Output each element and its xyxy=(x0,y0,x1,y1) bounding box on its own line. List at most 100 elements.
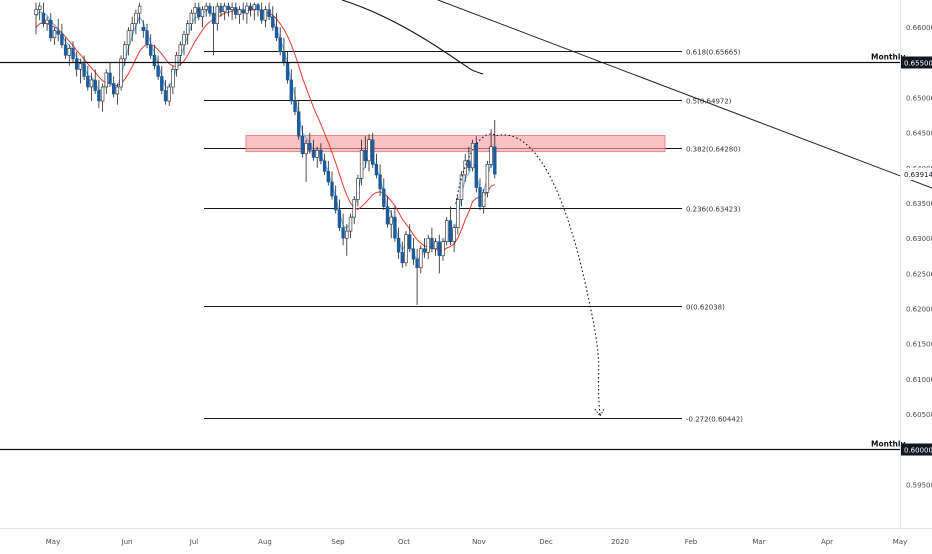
candle-body xyxy=(327,171,330,182)
candle-body xyxy=(275,27,278,38)
candle-body xyxy=(83,64,86,77)
candle xyxy=(471,140,474,172)
candle-body xyxy=(416,259,419,267)
candle-body xyxy=(371,140,374,165)
candle-body xyxy=(342,228,345,239)
last-price-label: 0.63914 xyxy=(904,171,932,179)
candle-body xyxy=(368,140,371,161)
candle-body xyxy=(242,10,245,14)
candle-body xyxy=(201,10,204,17)
candle-body xyxy=(334,196,337,210)
fib-level-label: -0.272(0.60442) xyxy=(686,416,743,424)
candle-body xyxy=(468,161,471,168)
candle-body xyxy=(493,147,496,174)
candle-body xyxy=(123,45,126,59)
candle-body xyxy=(460,175,463,200)
candle-body xyxy=(375,164,378,175)
candle-body xyxy=(382,189,385,207)
candle-body xyxy=(434,242,437,249)
candle-body xyxy=(279,38,282,52)
x-tick-label: Jul xyxy=(189,538,199,546)
candle-body xyxy=(112,83,115,94)
candle-body xyxy=(482,192,485,206)
candle-body xyxy=(49,20,52,38)
candle-body xyxy=(338,210,341,228)
candle-body xyxy=(405,235,408,263)
candle-body xyxy=(146,31,149,45)
x-tick-label: Nov xyxy=(472,538,486,546)
candle xyxy=(475,136,478,192)
candle-body xyxy=(157,66,160,77)
candle-body xyxy=(197,8,200,17)
candle-body xyxy=(475,143,478,187)
candle-body xyxy=(412,249,415,260)
candle-body xyxy=(234,8,237,15)
candle-body xyxy=(257,5,260,10)
x-tick-label: Feb xyxy=(685,538,698,546)
candle-body xyxy=(75,59,78,70)
x-tick-label: Dec xyxy=(539,538,553,546)
candle-body xyxy=(408,235,411,249)
candle-body xyxy=(149,45,152,56)
x-tick-label: Mar xyxy=(752,538,765,546)
x-tick-label: Apr xyxy=(821,538,833,546)
candle-body xyxy=(419,249,422,268)
candle-body xyxy=(142,27,145,31)
fib-level-label: 0(0.62038) xyxy=(686,304,725,312)
candle-body xyxy=(205,6,208,10)
candle-body xyxy=(260,10,263,21)
candle-body xyxy=(172,69,175,87)
candle-body xyxy=(223,6,226,12)
candle-body xyxy=(345,231,348,238)
candle-body xyxy=(364,150,367,161)
candle-body xyxy=(264,10,267,21)
candle-body xyxy=(116,87,119,94)
candle-body xyxy=(238,10,241,15)
candle-body xyxy=(471,143,474,168)
x-tick-label: Aug xyxy=(258,538,272,546)
x-tick-label: May xyxy=(46,538,60,546)
candle-body xyxy=(320,150,323,161)
fib-level-label: 0.382(0.64280) xyxy=(686,146,741,154)
candle-body xyxy=(46,20,49,24)
fib-level-label: 0.236(0.63423) xyxy=(686,206,741,214)
candle-body xyxy=(305,143,308,154)
candle-body xyxy=(153,55,156,66)
candle-body xyxy=(401,252,404,263)
candle-body xyxy=(297,112,300,137)
candle-body xyxy=(105,73,108,87)
candle-body xyxy=(427,238,430,252)
x-tick-label: Jun xyxy=(121,538,133,546)
x-tick-label: Sep xyxy=(331,538,345,546)
candle-body xyxy=(301,136,304,154)
candle-body xyxy=(312,150,315,157)
candle-body xyxy=(90,80,93,87)
candle-body xyxy=(168,87,171,101)
candle-body xyxy=(353,200,356,218)
fib-level-label: 0.618(0.65665) xyxy=(686,49,741,57)
candle-body xyxy=(357,178,360,199)
candle-body xyxy=(98,91,101,102)
candle-body xyxy=(79,64,82,70)
candle-body xyxy=(138,6,141,13)
candle-body xyxy=(220,6,223,12)
candle xyxy=(120,55,123,90)
candle-body xyxy=(249,6,252,10)
candle-body xyxy=(194,8,197,14)
candle-body xyxy=(490,147,493,165)
candle-body xyxy=(72,48,75,59)
candle-body xyxy=(308,143,311,150)
candle-body xyxy=(423,249,426,253)
candle-body xyxy=(164,91,167,102)
candle-body xyxy=(231,8,234,10)
candle-body xyxy=(386,207,389,225)
candle-body xyxy=(131,24,134,31)
